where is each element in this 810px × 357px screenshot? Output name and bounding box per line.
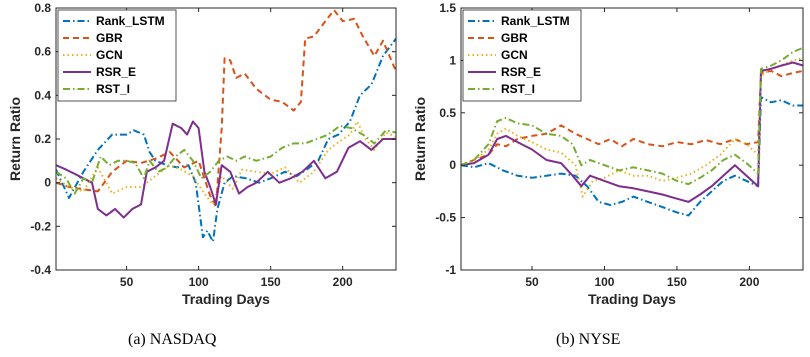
legend-label: GBR — [501, 31, 528, 45]
y-tick-label: -1 — [445, 263, 456, 277]
series-line-rst-i — [461, 46, 803, 186]
legend-label: RSR_E — [501, 65, 541, 79]
legend: Rank_LSTM GBR GCN RSR_E RST_I — [462, 9, 582, 102]
x-tick-label: 100 — [594, 275, 614, 289]
series-line-rsr-e — [461, 61, 803, 203]
series-line-rsr-e — [56, 120, 396, 219]
y-tick-label: 0.6 — [34, 45, 51, 59]
x-axis-label: Trading Days — [588, 291, 676, 307]
legend-label: RST_I — [96, 82, 130, 96]
legend-label: GBR — [96, 31, 123, 45]
y-tick-label: 1 — [449, 53, 456, 67]
y-tick-label: 0 — [44, 176, 51, 190]
series-line-rank-lstm — [56, 38, 396, 243]
y-tick-label: 0.8 — [34, 1, 51, 15]
x-tick-label: 200 — [333, 275, 353, 289]
y-tick-label: 0.5 — [439, 106, 456, 120]
x-tick-label: 150 — [261, 275, 281, 289]
y-tick-label: -0.2 — [30, 219, 51, 233]
y-tick-label: -0.4 — [30, 263, 51, 277]
y-axis-label: Return Ratio — [7, 97, 23, 181]
panel-caption-nasdaq: (a) NASDAQ — [128, 331, 217, 348]
series-group — [461, 46, 803, 217]
legend-label: RSR_E — [96, 65, 136, 79]
y-tick-label: -0.5 — [435, 211, 456, 225]
panel-caption-nyse: (b) NYSE — [556, 331, 620, 348]
series-line-gbr — [461, 69, 803, 167]
y-tick-label: 1.5 — [439, 1, 456, 15]
x-tick-label: 150 — [667, 275, 687, 289]
x-tick-label: 50 — [525, 275, 539, 289]
series-line-gcn — [461, 57, 803, 198]
series-group — [56, 9, 396, 243]
x-axis-label: Trading Days — [182, 291, 270, 307]
y-axis-label: Return Ratio — [412, 97, 428, 181]
legend-label: RST_I — [501, 82, 535, 96]
legend-label: Rank_LSTM — [96, 14, 165, 28]
legend-label: GCN — [96, 48, 123, 62]
series-line-gcn — [56, 120, 396, 206]
legend-label: GCN — [501, 48, 528, 62]
legend-label: Rank_LSTM — [501, 14, 570, 28]
x-tick-label: 200 — [739, 275, 759, 289]
x-tick-label: 50 — [120, 275, 134, 289]
x-tick-label: 100 — [189, 275, 209, 289]
legend: Rank_LSTM GBR GCN RSR_E RST_I — [57, 9, 177, 102]
y-tick-label: 0.4 — [34, 88, 51, 102]
panel-nyse: 50 100 150 200 -1 -0.5 0 0.5 1 1.5 Trading Days Ret… — [412, 1, 804, 348]
y-tick-label: 0.2 — [34, 132, 51, 146]
axes-frame — [460, 7, 804, 271]
panel-nasdaq: 50 100 150 200 -0.4 -0.2 0 0.2 0.4 0.6 0.8 Trading … — [7, 1, 397, 348]
y-tick-label: 0 — [449, 158, 456, 172]
series-line-rst-i — [56, 124, 396, 195]
